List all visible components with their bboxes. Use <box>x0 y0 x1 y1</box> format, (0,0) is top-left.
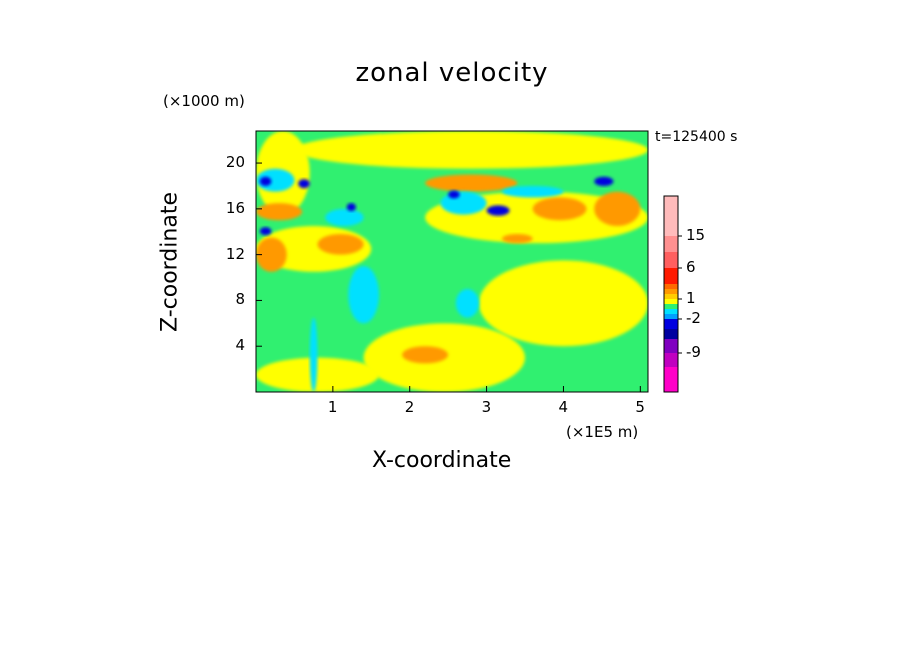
field-region <box>440 191 487 215</box>
x-tick-label: 2 <box>404 398 415 416</box>
colorbar-tick-label: -2 <box>686 309 701 327</box>
colorbar-band <box>664 236 678 252</box>
plot-frame <box>255 130 649 393</box>
y-tick-label: 16 <box>225 198 245 217</box>
y-tick-label: 8 <box>235 290 245 309</box>
field-region <box>501 185 564 198</box>
colorbar-band <box>664 309 678 314</box>
field-region <box>325 208 364 227</box>
y-tick-label: 12 <box>225 244 245 263</box>
field-region <box>501 234 533 244</box>
colorbar-tick-label: 1 <box>686 289 696 307</box>
colorbar-band <box>664 196 678 236</box>
field-region <box>256 237 287 272</box>
colorbar-frame <box>663 195 679 393</box>
colorbar-band <box>664 339 678 353</box>
field-region <box>256 203 303 221</box>
field-region <box>425 174 518 192</box>
field-region <box>448 190 460 199</box>
field-region <box>259 176 272 186</box>
x-tick-label: 5 <box>635 398 645 416</box>
colorbar-band <box>664 314 678 319</box>
field-region <box>309 317 318 392</box>
field-plot-area <box>256 131 648 392</box>
field-region <box>478 260 648 347</box>
colorbar-band <box>664 329 678 339</box>
field-region <box>402 346 449 364</box>
y-tick-label: 4 <box>235 336 245 355</box>
field-region <box>317 234 364 255</box>
field-region <box>594 176 614 186</box>
colorbar-band <box>664 304 678 309</box>
axes <box>256 162 641 392</box>
colorbar-tick-label: -9 <box>686 343 701 361</box>
x-axis-label: X-coordinate <box>372 448 512 473</box>
field-region <box>298 179 310 189</box>
field-region <box>532 197 587 221</box>
colorbar-band <box>664 299 678 304</box>
colorbar-tick-label: 6 <box>686 258 696 276</box>
x-tick-label: 4 <box>558 398 568 416</box>
field-region <box>348 266 379 324</box>
colorbar-band <box>664 289 678 294</box>
x-axis-unit: (×1E5 m) <box>566 423 639 441</box>
colorbar-band <box>664 252 678 268</box>
y-tick-label: 20 <box>225 153 245 172</box>
field-region <box>486 205 510 216</box>
x-tick-label: 3 <box>481 398 492 416</box>
colorbar-band <box>664 367 678 392</box>
y-axis-unit: (×1000 m) <box>163 92 245 110</box>
colorbar-band <box>664 284 678 289</box>
time-annotation: t=125400 s <box>655 129 738 145</box>
colorbar-band <box>664 268 678 284</box>
colorbar-band <box>664 319 678 329</box>
colorbar-band <box>664 294 678 299</box>
field-region <box>594 191 641 227</box>
colorbar-tick-label: 15 <box>686 226 706 244</box>
colorbar-band <box>664 353 678 367</box>
colorbar <box>663 195 682 393</box>
chart-title: zonal velocity <box>355 58 549 88</box>
field-region <box>256 357 379 392</box>
field-region <box>294 131 648 169</box>
x-tick-label: 1 <box>327 398 338 416</box>
field-region <box>455 288 479 318</box>
field-region <box>259 227 272 236</box>
field-region <box>346 203 356 212</box>
